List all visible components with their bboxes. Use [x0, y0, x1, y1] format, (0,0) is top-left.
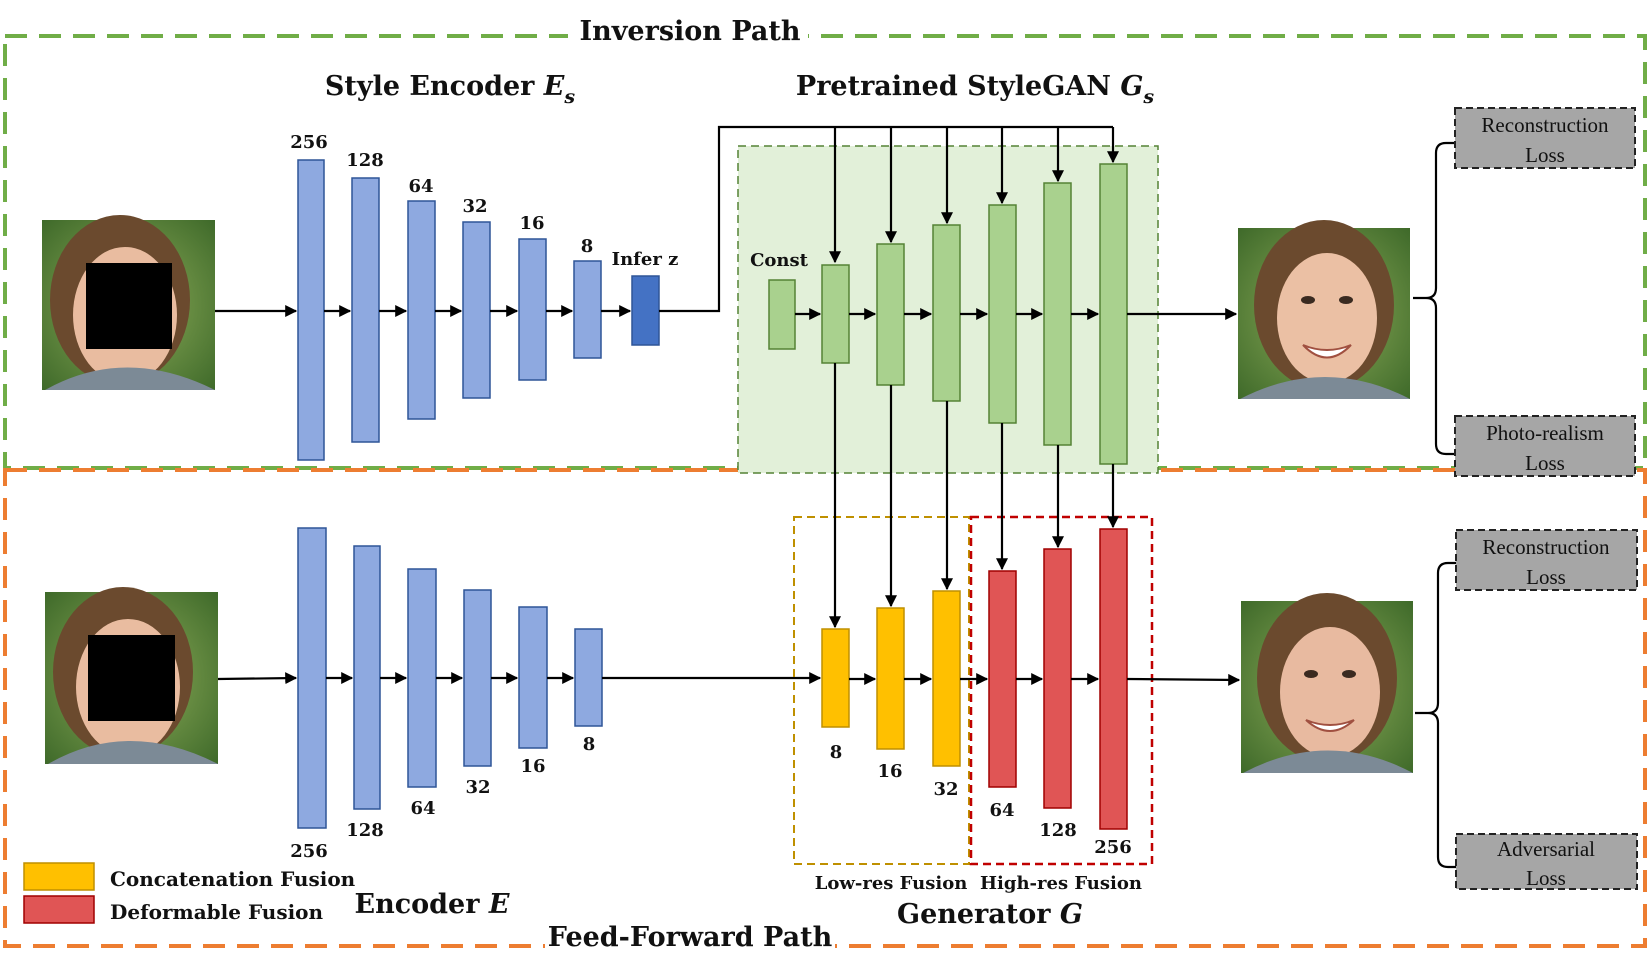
encoder: 256 128 64 32 16 8: [290, 527, 603, 862]
legend: Concatenation Fusion Deformable Fusion: [23, 862, 356, 924]
dim-label: 128: [346, 150, 384, 171]
dim-label: 64: [989, 800, 1014, 821]
dim-label: 16: [877, 761, 902, 782]
stylegan-generator: Const: [750, 163, 1128, 465]
generator: 8 16 32 64 128 256: [821, 528, 1132, 858]
output-face-top: [1238, 220, 1410, 399]
encoder-block-8: [574, 628, 603, 727]
fusion-vertical-arrows: [829, 363, 1119, 629]
input-masked-face-top: [42, 215, 215, 390]
dim-label: 32: [933, 779, 958, 800]
dim-label: 256: [1094, 837, 1132, 858]
encoder-block-16: [518, 238, 547, 381]
encoder-block-128: [353, 545, 381, 810]
dim-label: 32: [462, 196, 487, 217]
deformable-fusion-block: [988, 570, 1017, 788]
deformable-fusion-block: [1043, 548, 1072, 809]
dim-label: 16: [520, 756, 545, 777]
feedforward-path-title: Feed-Forward Path: [548, 922, 833, 953]
loss-label: Reconstruction: [1481, 113, 1609, 137]
concat-fusion-block: [932, 590, 961, 767]
style-encoder: 256 128 64 32 16 8 Infer z: [290, 132, 679, 461]
stylegan-title: Pretrained StyleGAN Gs: [796, 71, 1155, 108]
loss-label: Adversarial: [1497, 837, 1595, 861]
infer-z-block: [631, 275, 660, 346]
adversarial-loss: Adversarial Loss: [1455, 833, 1638, 890]
inversion-path-title: Inversion Path: [579, 16, 800, 47]
stylegan-block: [932, 224, 961, 402]
generator-arrows: [849, 673, 1241, 686]
encoder-block-256: [297, 159, 325, 461]
dim-label: 8: [830, 742, 843, 763]
legend-label-concat: Concatenation Fusion: [110, 867, 356, 891]
reconstruction-loss-bottom: Reconstruction Loss: [1455, 529, 1638, 591]
concat-fusion-block: [876, 607, 905, 750]
dim-label: 16: [519, 213, 544, 234]
const-label: Const: [750, 250, 809, 271]
stylegan-block: [821, 264, 850, 364]
input-masked-face-bottom: [45, 587, 218, 764]
photo-realism-loss: Photo-realism Loss: [1454, 415, 1636, 477]
dim-label: 8: [583, 734, 596, 755]
infer-z-label: Infer z: [612, 249, 679, 270]
highres-fusion-region: [969, 515, 1154, 866]
top-loss-brace: [1413, 141, 1455, 456]
dim-label: 8: [581, 236, 594, 257]
encoder-block-64: [407, 200, 436, 420]
encoder-block-64: [407, 568, 437, 788]
stylegan-block: [1099, 163, 1128, 465]
legend-swatch-deformable: [23, 895, 95, 924]
legend-label-deformable: Deformable Fusion: [110, 900, 324, 924]
encoder-block-8: [573, 260, 602, 359]
encoder-block-32: [463, 589, 492, 767]
encoder-block-32: [462, 221, 491, 399]
loss-label: Loss: [1525, 451, 1565, 475]
dim-label: 256: [290, 132, 328, 153]
reconstruction-loss-top: Reconstruction Loss: [1454, 107, 1636, 169]
stylegan-block: [1043, 182, 1072, 446]
legend-swatch-concat: [23, 862, 95, 891]
mask-patch: [88, 635, 175, 721]
dim-label: 64: [408, 176, 433, 197]
encoder-block-16: [518, 606, 548, 749]
stylegan-block: [876, 243, 905, 386]
style-encoder-title: Style Encoder Es: [325, 71, 575, 108]
const-block: [768, 279, 796, 350]
loss-label: Loss: [1526, 565, 1566, 589]
encoder-block-256: [297, 527, 327, 829]
output-face-bottom: [1241, 593, 1413, 773]
bottom-loss-brace: [1415, 561, 1456, 869]
dim-label: 64: [410, 798, 435, 819]
dim-label: 256: [290, 841, 328, 862]
mask-patch: [86, 263, 172, 349]
loss-label: Loss: [1526, 866, 1566, 890]
loss-label: Reconstruction: [1482, 535, 1610, 559]
generator-title: Generator G: [897, 899, 1083, 930]
dim-label: 128: [1039, 820, 1077, 841]
dim-label: 32: [465, 777, 490, 798]
highres-fusion-label: High-res Fusion: [980, 873, 1142, 894]
bottom-encoder-arrows: [217, 672, 822, 685]
loss-label: Loss: [1525, 143, 1565, 167]
lowres-fusion-label: Low-res Fusion: [815, 873, 968, 894]
deformable-fusion-block: [1099, 528, 1128, 830]
concat-fusion-block: [821, 628, 850, 728]
encoder-block-128: [351, 177, 380, 443]
loss-label: Photo-realism: [1486, 421, 1604, 445]
style-injection-lines: [659, 125, 1119, 313]
encoder-title: Encoder E: [355, 889, 510, 920]
stylegan-block: [988, 204, 1017, 424]
dim-label: 128: [346, 820, 384, 841]
